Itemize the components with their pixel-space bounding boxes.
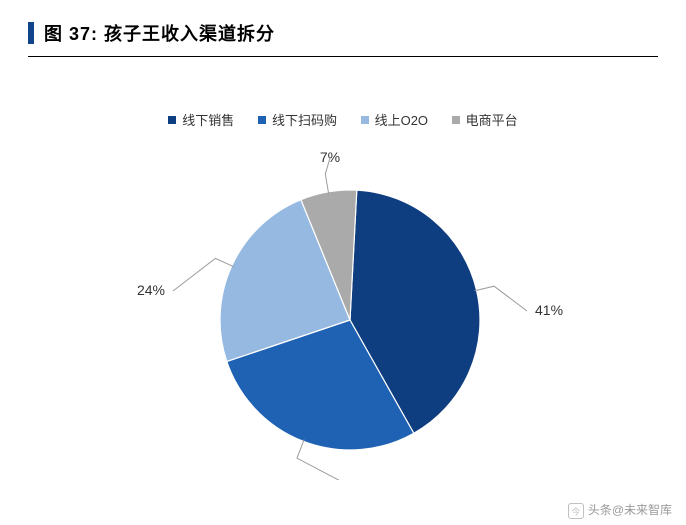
- legend-label: 电商平台: [466, 110, 518, 129]
- source-text: 头条@未来智库: [588, 503, 672, 517]
- pie-slice-label: 41%: [535, 302, 563, 318]
- legend-label: 线上O2O: [375, 110, 428, 129]
- legend-item: 线下销售: [168, 110, 234, 129]
- title-accent-bar: [28, 22, 34, 44]
- source-icon: 今: [568, 503, 584, 519]
- legend-label: 线下销售: [182, 110, 234, 129]
- legend-swatch: [168, 116, 176, 124]
- legend: 线下销售 线下扫码购 线上O2O 电商平台: [0, 110, 686, 129]
- legend-swatch: [361, 116, 369, 124]
- legend-label: 线下扫码购: [272, 110, 337, 129]
- figure-number: 图 37:: [44, 20, 98, 46]
- legend-item: 线上O2O: [361, 110, 428, 129]
- legend-item: 电商平台: [452, 110, 518, 129]
- figure-title: 孩子王收入渠道拆分: [104, 20, 275, 46]
- legend-swatch: [258, 116, 266, 124]
- legend-swatch: [452, 116, 460, 124]
- pie-slice-label: 7%: [320, 149, 340, 165]
- source-attribution: 今头条@未来智库: [568, 501, 672, 519]
- chart-title-row: 图 37: 孩子王收入渠道拆分: [28, 20, 658, 57]
- pie-slice-label: 28%: [336, 477, 364, 480]
- pie-slice-label: 24%: [137, 282, 165, 298]
- pie-chart: 41% 28% 24% 7%: [120, 140, 580, 480]
- legend-item: 线下扫码购: [258, 110, 337, 129]
- leader-line: [475, 286, 527, 311]
